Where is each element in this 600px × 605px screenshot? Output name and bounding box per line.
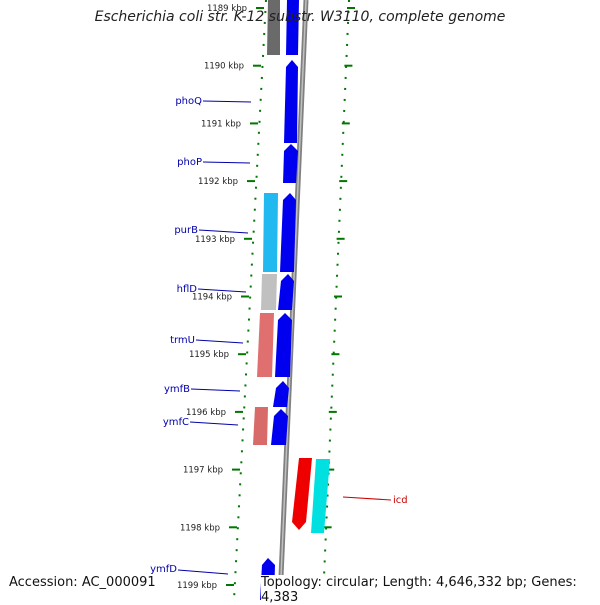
scale-label: 1195 kbp	[189, 350, 229, 360]
gene-label-ymfC[interactable]: ymfC	[163, 417, 239, 428]
scale-label: 1196 kbp	[186, 408, 226, 418]
gene-label-ymfD[interactable]: ymfD	[150, 564, 229, 575]
scale-label: 1192 kbp	[198, 177, 238, 187]
svg-text:phoQ: phoQ	[175, 96, 202, 107]
scale-label: 1191 kbp	[201, 119, 241, 129]
gene-block-ymfC[interactable]	[271, 409, 288, 445]
gene-label-icd[interactable]: icd	[342, 495, 408, 506]
gene-label-hflD[interactable]: hflD	[177, 284, 247, 295]
scale-labels: 1189 kbp 1190 kbp 1191 kbp 1192 kbp 1193 kbp…	[177, 4, 247, 591]
gene-blocks	[253, 0, 330, 600]
track-border-left	[233, 0, 267, 600]
gene-labels: phoQ phoP purB hflD trmU ymfB ymfC icd	[150, 96, 408, 575]
scale-label: 1190 kbp	[204, 62, 244, 72]
svg-text:ymfD: ymfD	[150, 564, 177, 575]
gene-block-purB[interactable]	[280, 193, 296, 272]
svg-text:hflD: hflD	[177, 284, 198, 295]
gene-block-ymfB[interactable]	[273, 381, 289, 407]
gene-block-ymfC-cog[interactable]	[253, 407, 268, 445]
gene-label-purB[interactable]: purB	[174, 225, 249, 236]
track-border-right	[322, 0, 350, 600]
gene-block-icd[interactable]	[311, 459, 330, 533]
scale-label: 1198 kbp	[180, 523, 220, 533]
svg-text:ymfB: ymfB	[164, 384, 190, 395]
gene-block-hflD-cog[interactable]	[261, 274, 277, 310]
svg-text:icd: icd	[393, 495, 408, 506]
gene-label-phoP[interactable]: phoP	[177, 157, 251, 168]
gene-block[interactable]	[267, 0, 280, 55]
gene-block-icd-cog[interactable]	[292, 458, 312, 530]
gene-block-phoQ[interactable]	[284, 60, 298, 143]
gene-block-trmU-cog[interactable]	[257, 313, 274, 377]
gene-block-phoP[interactable]	[283, 144, 298, 183]
gene-label-phoQ[interactable]: phoQ	[175, 96, 252, 107]
scale-label: 1193 kbp	[195, 235, 235, 245]
gene-block[interactable]	[286, 0, 299, 55]
scale-label: 1194 kbp	[192, 293, 232, 303]
scale-label: 1199 kbp	[177, 581, 217, 591]
genome-title: Escherichia coli str. K-12 substr. W3110…	[94, 9, 506, 25]
svg-text:ymfC: ymfC	[163, 417, 189, 428]
accession-text: Accession: AC_000091	[9, 575, 156, 590]
topology-text: Topology: circular; Length: 4,646,332 bp…	[261, 575, 600, 605]
gene-label-trmU[interactable]: trmU	[170, 335, 244, 346]
gene-block-purB-cog[interactable]	[263, 193, 278, 272]
svg-text:purB: purB	[174, 225, 198, 236]
svg-text:phoP: phoP	[177, 157, 202, 168]
scale-label: 1189 kbp	[207, 4, 247, 14]
svg-text:trmU: trmU	[170, 335, 195, 346]
gene-label-ymfB[interactable]: ymfB	[164, 384, 241, 395]
scale-label: 1197 kbp	[183, 466, 223, 476]
gene-block-trmU[interactable]	[275, 313, 292, 377]
gene-block-hflD[interactable]	[278, 274, 294, 310]
